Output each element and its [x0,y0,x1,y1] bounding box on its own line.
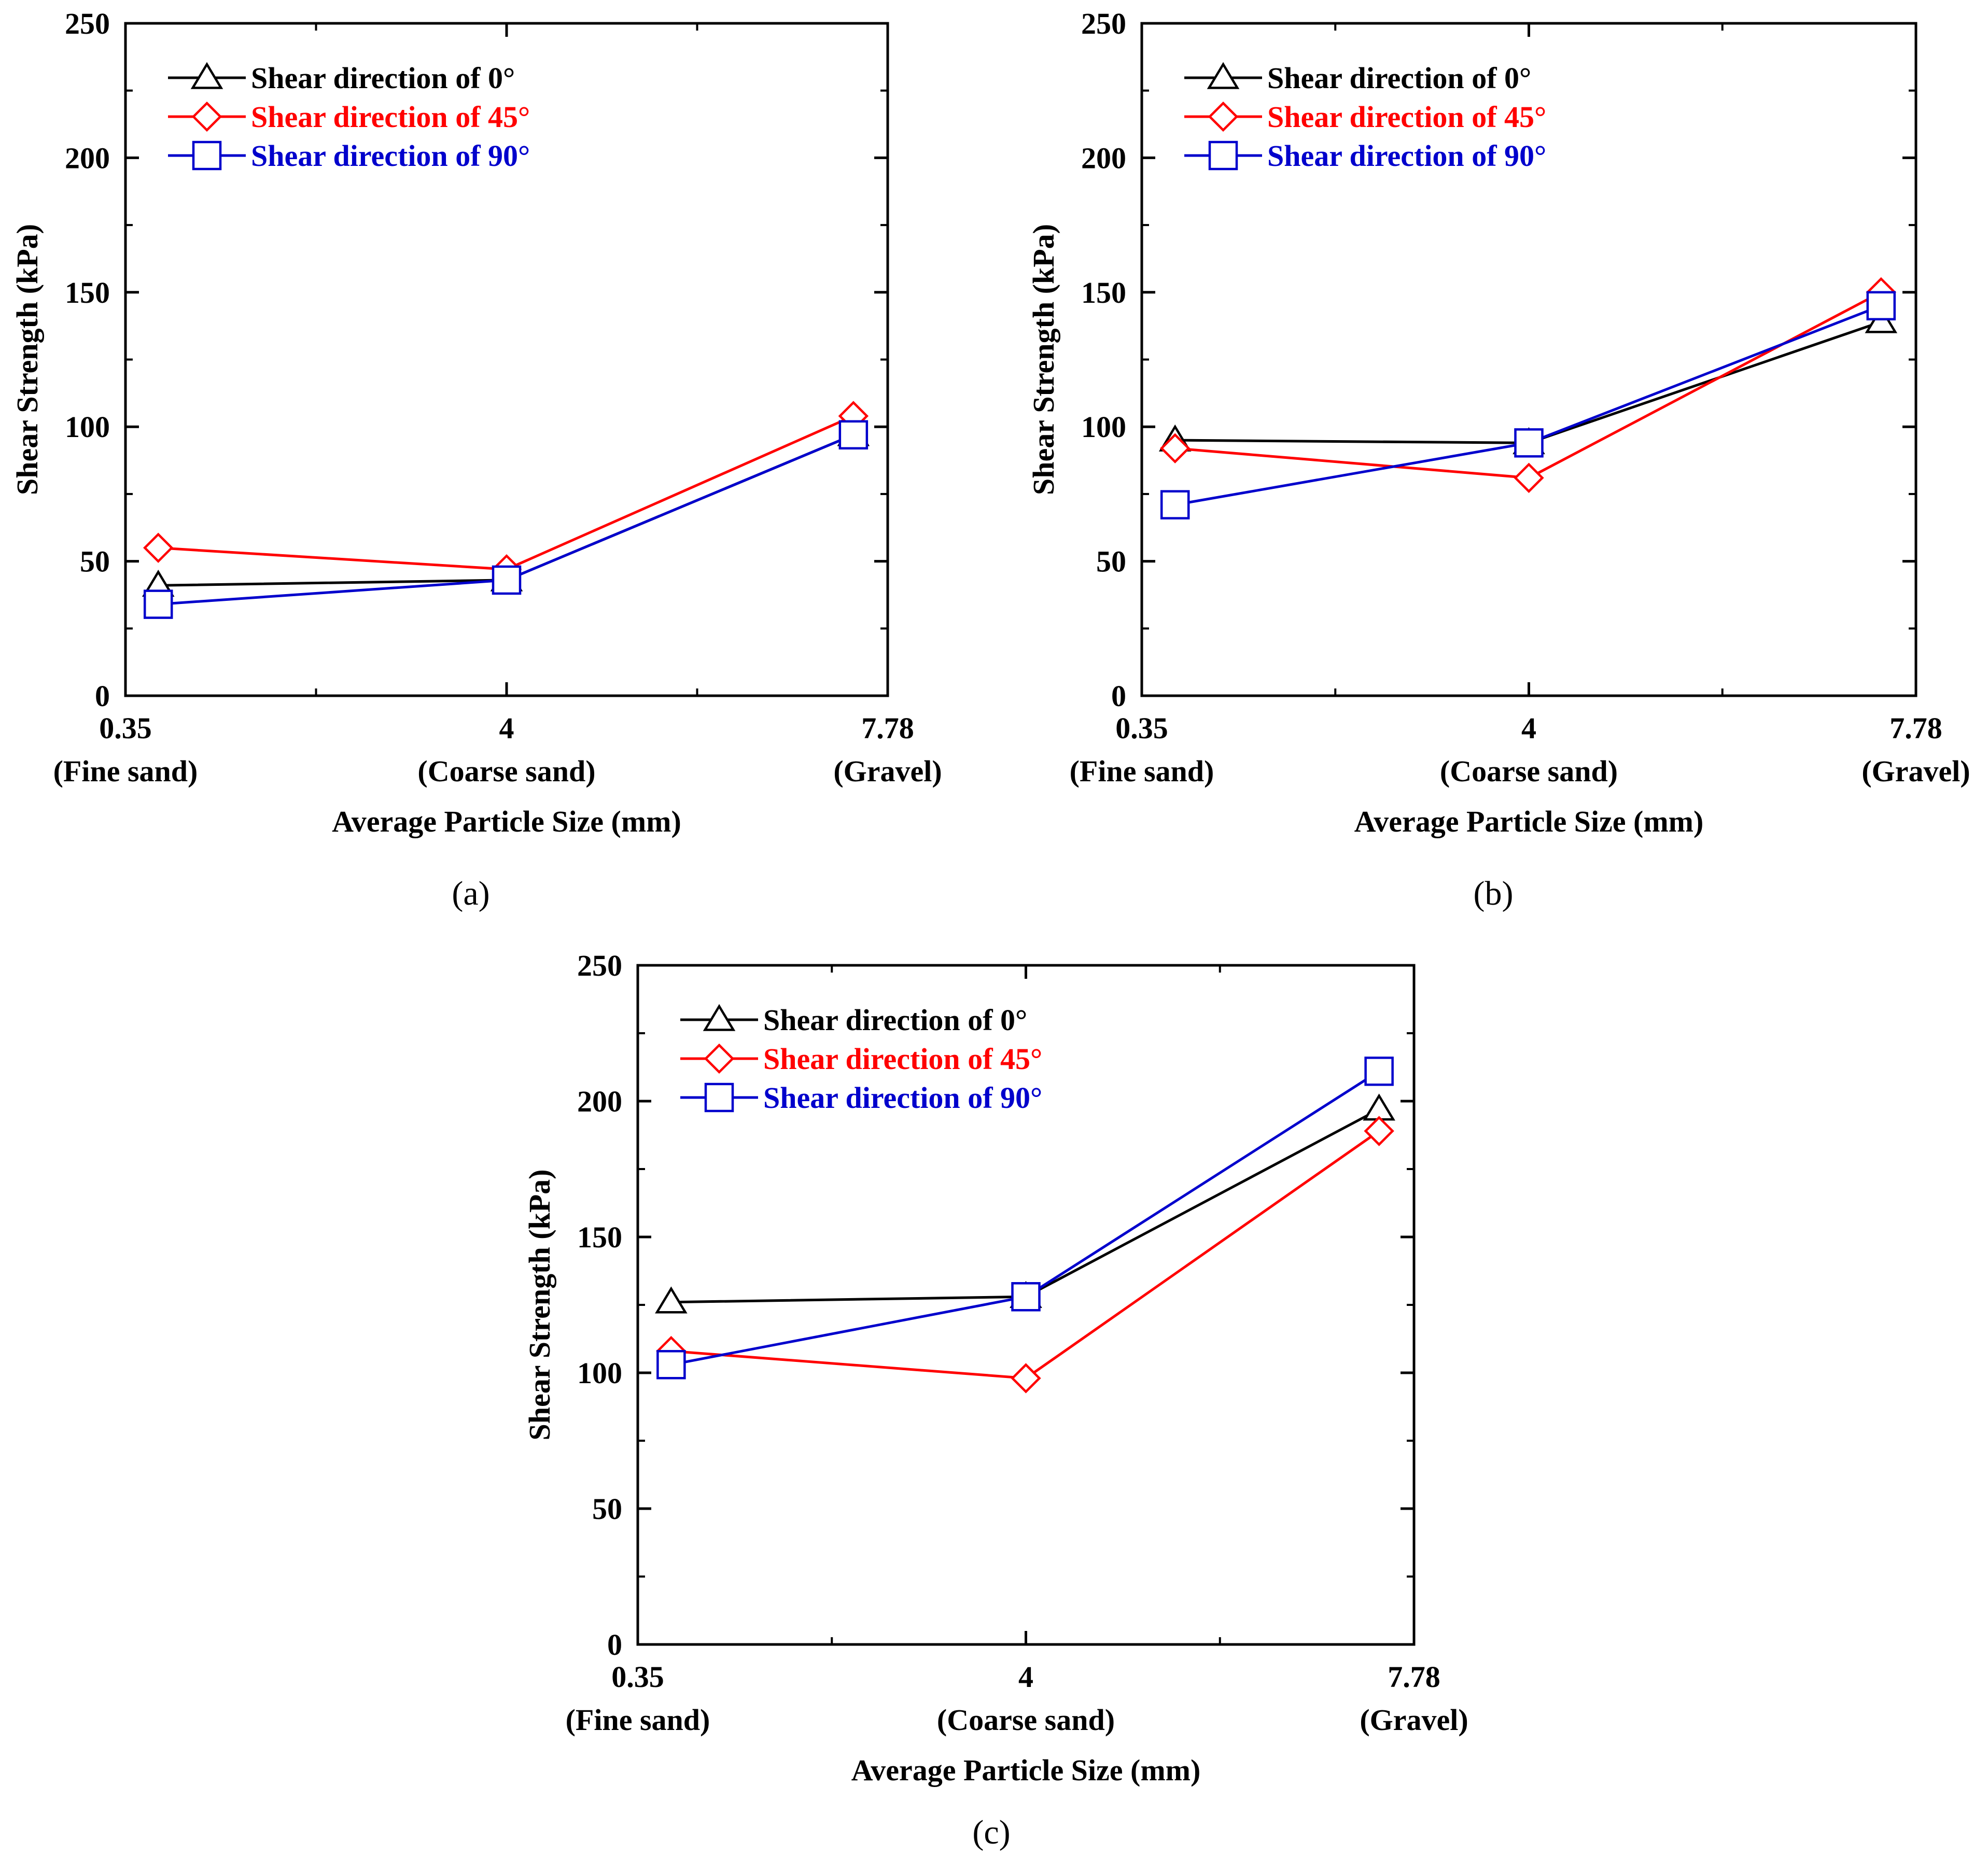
series-line [1175,320,1882,444]
y-tick-label: 0 [607,1628,622,1662]
data-point [1160,490,1190,519]
panel-label: (c) [972,1813,1010,1851]
data-point [838,420,869,450]
legend: Shear direction of 0° Shear direction of … [680,1003,1042,1115]
legend-entry: Shear direction of 0° [1267,61,1531,95]
x-category-name: (Fine sand) [1070,754,1214,788]
y-tick-label: 150 [65,276,110,310]
legend-marker [1207,62,1240,89]
x-tick-label: 7.78 [861,711,914,745]
chart-panel-1: 0 50 100 150 200 250 0.35 (Fine sand) 4 (Coarse s… [10,7,942,912]
legend-marker [190,62,223,89]
legend: Shear direction of 0° Shear direction of … [168,61,530,173]
data-point [655,1286,688,1314]
data-point [143,532,174,563]
series-line [670,1070,1380,1366]
legend-entry: Shear direction of 45° [1267,100,1546,134]
y-tick-label: 100 [577,1356,622,1390]
series-s45 [656,1116,1394,1394]
legend-entry: Shear direction of 90° [251,139,530,173]
series-s90 [1160,291,1896,519]
x-category-name: (Fine sand) [566,1703,710,1737]
data-point [1364,1116,1394,1146]
legend-marker [1208,140,1238,171]
y-tick-label: 50 [592,1492,622,1526]
legend-marker [192,140,222,171]
x-category-name: (Coarse sand) [937,1703,1115,1737]
legend-entry: Shear direction of 90° [1267,139,1546,173]
x-category-name: (Gravel) [833,754,942,788]
data-point [1514,462,1544,493]
data-point [1011,1363,1041,1394]
x-tick-label: 0.35 [99,711,152,745]
y-tick-label: 250 [1081,7,1126,40]
y-tick-label: 250 [577,949,622,982]
y-tick-label: 150 [577,1220,622,1254]
x-axis-title: Average Particle Size (mm) [851,1753,1201,1787]
y-tick-label: 150 [1081,276,1126,310]
series-s45 [143,401,869,585]
x-axis-title: Average Particle Size (mm) [332,805,681,838]
y-tick-label: 50 [80,545,110,579]
x-tick-label: 7.78 [1388,1660,1440,1694]
y-tick-label: 200 [65,141,110,175]
y-axis-title: Shear Strength (kPa) [10,224,44,495]
data-point [1160,433,1191,463]
y-axis-title: Shear Strength (kPa) [523,1169,556,1440]
panel-label: (b) [1474,875,1514,912]
series-line [158,415,854,571]
legend-entry: Shear direction of 0° [251,61,515,95]
legend-marker [1208,101,1239,132]
series-line [671,1130,1380,1380]
y-tick-label: 100 [65,410,110,444]
x-tick-label: 0.35 [611,1660,664,1694]
series-s0 [655,1093,1395,1314]
data-point [492,565,522,595]
legend-entry: Shear direction of 45° [251,100,530,134]
y-tick-label: 0 [95,679,110,713]
y-tick-label: 0 [1111,679,1126,713]
legend: Shear direction of 0° Shear direction of … [1184,61,1546,173]
series-s90 [143,420,869,619]
data-point [1514,428,1544,458]
x-tick-label: 7.78 [1889,711,1942,745]
legend-entry: Shear direction of 0° [763,1003,1027,1037]
data-point [656,1350,686,1380]
panel-label: (a) [452,875,489,912]
series-s45 [1160,277,1896,493]
legend-marker [704,1082,734,1113]
data-point [1363,1093,1395,1121]
data-point [1364,1057,1394,1086]
legend-entry: Shear direction of 90° [763,1081,1042,1115]
x-tick-label: 4 [499,711,514,745]
y-tick-label: 250 [65,7,110,40]
y-axis-title: Shear Strength (kPa) [1027,224,1060,495]
chart-panel-2: 0 50 100 150 200 250 0.35 (Fine sand) 4 (Coarse s… [1027,7,1970,912]
x-category-name: (Coarse sand) [417,754,595,788]
chart-panel-3: 0 50 100 150 200 250 0.35 (Fine sand) 4 (Coarse s… [523,949,1468,1851]
y-tick-label: 200 [577,1085,622,1118]
x-tick-label: 4 [1018,1660,1033,1694]
x-axis-title: Average Particle Size (mm) [1354,805,1704,838]
x-tick-label: 0.35 [1115,711,1168,745]
y-tick-label: 200 [1081,141,1126,175]
x-tick-label: 4 [1521,711,1536,745]
x-category-name: (Gravel) [1360,1703,1468,1737]
x-category-name: (Fine sand) [53,754,198,788]
x-category-name: (Coarse sand) [1440,754,1618,788]
legend-marker [191,101,222,132]
data-point [1011,1282,1041,1312]
legend-marker [704,1043,735,1074]
data-point [1866,291,1896,320]
legend-marker [703,1004,736,1031]
y-tick-label: 100 [1081,410,1126,444]
data-point [143,589,173,619]
series-s90 [656,1057,1394,1380]
y-tick-label: 50 [1096,545,1126,579]
x-category-name: (Gravel) [1861,754,1970,788]
legend-entry: Shear direction of 45° [763,1042,1042,1076]
